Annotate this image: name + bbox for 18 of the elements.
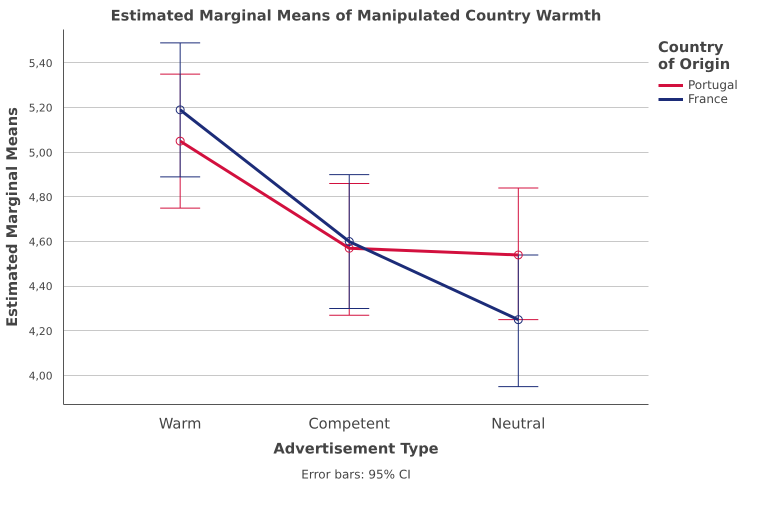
y-tick-label: 4,00 [28, 369, 53, 382]
x-tick-label: Neutral [491, 416, 546, 432]
legend-title: Country of Origin [658, 39, 732, 73]
y-tick-label: 5,40 [28, 56, 53, 70]
text: Error bars: 95% CI [301, 468, 411, 482]
y-axis-title: Estimated Marginal Means [4, 106, 21, 327]
y-tick-label: 5,20 [28, 102, 53, 115]
y-tick-label: 4,80 [28, 190, 53, 204]
y-tick-label: 4,40 [28, 280, 53, 294]
x-axis-title: Advertisement Type [273, 440, 439, 458]
y-tick-label: 4,20 [28, 324, 53, 338]
y-tick-label: 4,60 [28, 236, 53, 249]
x-tick-label: Warm [158, 416, 202, 432]
legend-label: Portugal [688, 78, 738, 92]
y-tick-label: 5,00 [28, 146, 53, 160]
legend-label: France [688, 92, 728, 106]
chart-title: Estimated Marginal Means of Manipulated Country Warmth [110, 8, 602, 24]
x-tick-label: Competent [308, 416, 390, 432]
